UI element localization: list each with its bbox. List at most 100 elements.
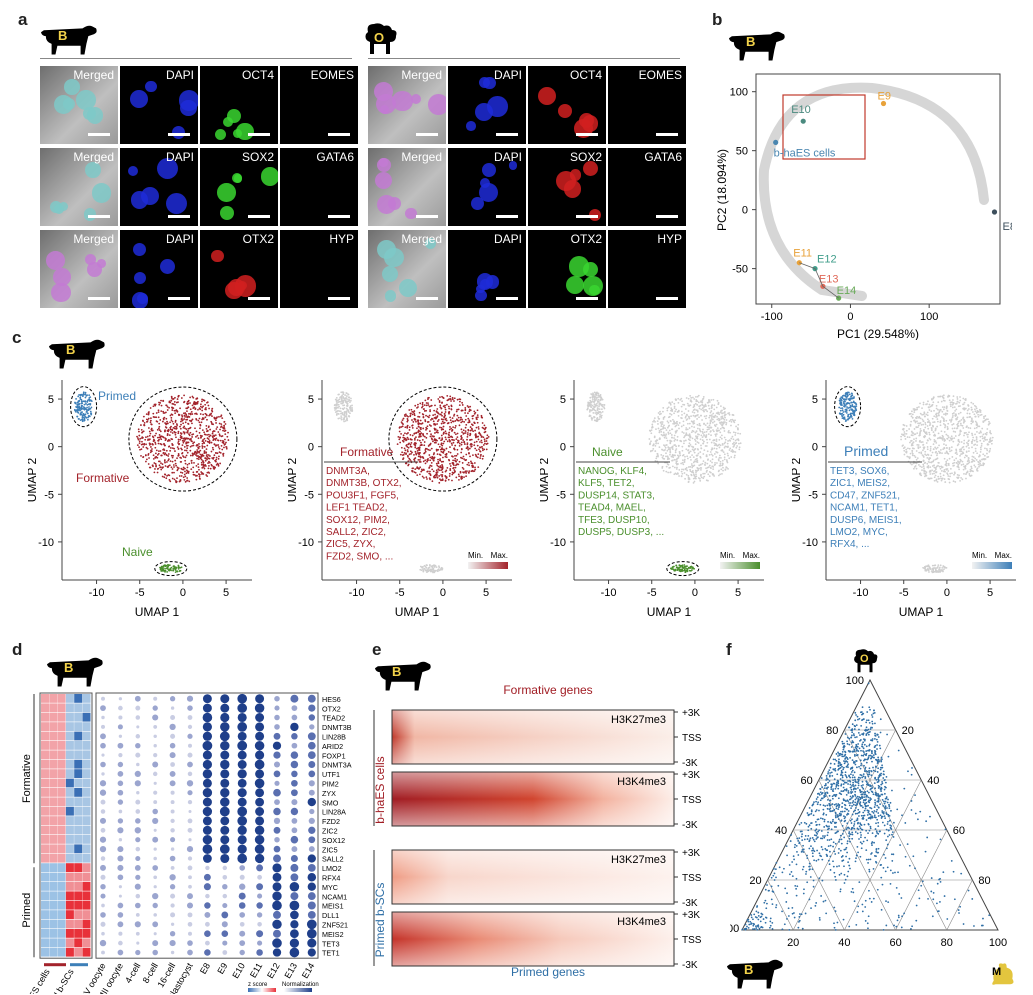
cell-point: [922, 444, 924, 446]
cell-point: [921, 407, 923, 409]
heatmap-cell: [41, 722, 49, 731]
cell-point: [687, 458, 689, 460]
cell-point: [403, 418, 405, 420]
cell-point: [662, 407, 664, 409]
cell-point: [474, 442, 476, 444]
cell-point: [722, 412, 724, 414]
colony: [128, 166, 138, 176]
cell-point: [406, 415, 408, 417]
cell-point: [172, 457, 174, 459]
cell-point: [192, 454, 194, 456]
colony: [475, 103, 493, 121]
cell-point: [735, 426, 737, 428]
tile-label: OTX2: [571, 232, 602, 246]
cell-point: [931, 570, 933, 572]
cell-point: [724, 430, 726, 432]
cell-point: [686, 455, 688, 457]
colony: [428, 94, 446, 115]
cell-point: [433, 571, 435, 573]
cell-point: [654, 450, 656, 452]
cell-point: [478, 428, 480, 430]
gene-list-line: RFX4, ...: [830, 539, 869, 550]
cell-point: [711, 416, 713, 418]
cell-point: [659, 413, 661, 415]
y-tick-label: 5: [48, 394, 54, 406]
cell-point: [687, 475, 689, 477]
heatmap-cell: [66, 779, 74, 788]
cell-point: [685, 429, 687, 431]
cell-point: [940, 564, 942, 566]
cell-point: [207, 467, 209, 469]
cell-point: [431, 480, 433, 482]
cell-point: [486, 443, 488, 445]
heatmap-cell: [74, 741, 82, 750]
cell-point: [713, 442, 715, 444]
cell-point: [163, 444, 165, 446]
cell-point: [159, 437, 161, 439]
cell-point: [408, 464, 410, 466]
cell-point: [448, 406, 450, 408]
cell-point: [224, 433, 226, 435]
cell-point: [436, 423, 438, 425]
panel-label-e: e: [372, 640, 381, 660]
heatmap-cell: [74, 788, 82, 797]
cell-point: [405, 452, 407, 454]
heatmap-cell: [74, 732, 82, 741]
cell-point: [935, 469, 937, 471]
cell-point: [940, 449, 942, 451]
cell-point: [448, 434, 450, 436]
cell-point: [971, 407, 973, 409]
cell-point: [145, 461, 147, 463]
cell-point: [733, 451, 735, 453]
cell-point: [193, 406, 195, 408]
cell-point: [709, 475, 711, 477]
cell-point: [936, 479, 938, 481]
scale-bar: [248, 215, 270, 218]
cell-point: [725, 468, 727, 470]
heatmap-cell: [74, 779, 82, 788]
cell-point: [429, 436, 431, 438]
cell-point: [414, 468, 416, 470]
cell-point: [475, 437, 477, 439]
cell-point: [702, 443, 704, 445]
legend-max: Max.: [743, 551, 760, 560]
cell-point: [137, 444, 139, 446]
cell-point: [702, 453, 704, 455]
cell-point: [989, 439, 991, 441]
cell-point: [923, 465, 925, 467]
cell-point: [700, 469, 702, 471]
cell-point: [431, 435, 433, 437]
cell-point: [473, 421, 475, 423]
cell-point: [204, 408, 206, 410]
cell-point: [463, 476, 465, 478]
cell-point: [926, 457, 928, 459]
cell-point: [963, 403, 965, 405]
colony: [92, 183, 112, 203]
cell-point: [220, 423, 222, 425]
cell-point: [86, 417, 88, 419]
cell-point: [977, 470, 979, 472]
cell-point: [937, 401, 939, 403]
cell-point: [972, 470, 974, 472]
cell-point: [460, 419, 462, 421]
cell-point: [597, 396, 599, 398]
cell-point: [436, 473, 438, 475]
cell-point: [670, 420, 672, 422]
colony: [227, 109, 241, 123]
cell-point: [675, 409, 677, 411]
cell-point: [953, 395, 955, 397]
heatmap-cell: [83, 769, 91, 778]
cell-point: [168, 401, 170, 403]
cell-point: [956, 453, 958, 455]
cell-point: [714, 464, 716, 466]
cell-point: [691, 431, 693, 433]
cell-point: [739, 433, 741, 435]
cell-point: [467, 442, 469, 444]
cell-point: [718, 414, 720, 416]
cell-point: [687, 423, 689, 425]
cell-point: [991, 443, 993, 445]
cell-point: [957, 477, 959, 479]
cell-point: [938, 569, 940, 571]
cell-point: [140, 424, 142, 426]
cell-point: [720, 461, 722, 463]
